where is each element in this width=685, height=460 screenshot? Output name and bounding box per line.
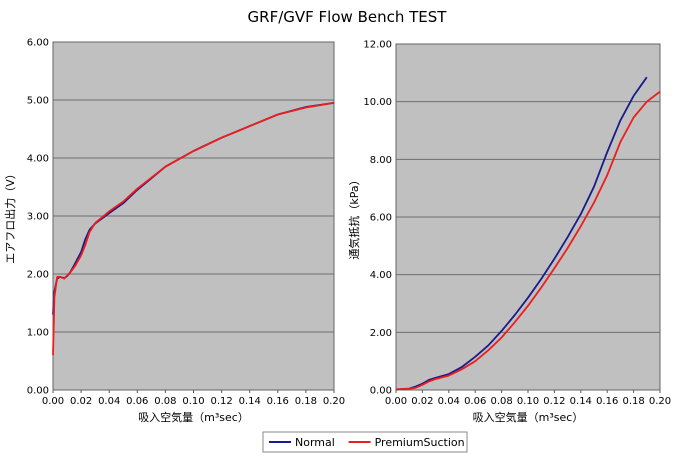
x-tick-label: 0.08 (490, 396, 512, 407)
y-axis-label: エアフロ出力（V） (3, 168, 17, 264)
series-line-premiumsuction (52, 102, 335, 356)
x-tick-label: 0.20 (323, 396, 345, 407)
x-tick-label: 0.14 (239, 396, 261, 407)
x-tick-label: 0.04 (438, 396, 460, 407)
y-tick-label: 4.00 (27, 154, 49, 165)
series-line-premiumsuction (395, 90, 661, 391)
y-tick-label: 2.00 (27, 270, 49, 281)
y-axis-label: 通気抵抗（kPa） (347, 174, 361, 259)
x-tick-label: 0.04 (98, 396, 120, 407)
y-tick-label: 8.00 (370, 155, 392, 166)
y-tick-label: 10.00 (363, 97, 392, 108)
y-tick-label: 5.00 (27, 96, 49, 107)
right-chart-panel: 0.00 2.00 4.00 6.00 8.00 10.00 12.00 0.00 0.02 0.… (347, 40, 671, 425)
legend-label: Normal (295, 436, 335, 449)
x-tick-label: 0.16 (596, 396, 618, 407)
x-tick-label: 0.06 (126, 396, 148, 407)
x-tick-label: 0.16 (267, 396, 289, 407)
x-axis-label: 吸入空気量（m³sec） (473, 410, 584, 424)
x-tick-label: 0.00 (42, 396, 64, 407)
y-tick-label: 0.00 (370, 386, 392, 397)
legend-label: PremiumSuction (375, 436, 465, 449)
x-tick-label: 0.14 (570, 396, 592, 407)
series-line-normal (395, 76, 648, 391)
chart-legend: Normal PremiumSuction (262, 431, 468, 453)
y-tick-label: 12.00 (363, 40, 392, 51)
x-tick-label: 0.08 (154, 396, 176, 407)
y-tick-label: 4.00 (370, 270, 392, 281)
plot-border (52, 41, 335, 391)
x-axis-label: 吸入空気量（m³sec） (138, 410, 249, 424)
x-tick-label: 0.12 (543, 396, 565, 407)
y-tick-label: 6.00 (370, 213, 392, 224)
x-tick-label: 0.18 (295, 396, 317, 407)
x-tick-label: 0.18 (622, 396, 644, 407)
x-tick-label: 0.02 (70, 396, 92, 407)
x-tick-label: 0.12 (210, 396, 232, 407)
x-tick-label: 0.02 (411, 396, 433, 407)
y-tick-label: 3.00 (27, 212, 49, 223)
y-tick-label: 0.00 (27, 386, 49, 397)
x-tick-label: 0.10 (182, 396, 204, 407)
y-tick-label: 1.00 (27, 328, 49, 339)
left-chart-panel: 0.00 1.00 2.00 3.00 4.00 5.00 6.00 0.00 0.02 0.04… (3, 38, 345, 425)
plot-border (395, 43, 661, 391)
x-tick-label: 0.00 (385, 396, 407, 407)
x-tick-label: 0.06 (464, 396, 486, 407)
x-tick-label: 0.10 (517, 396, 539, 407)
y-tick-label: 6.00 (27, 38, 49, 49)
y-tick-label: 2.00 (370, 328, 392, 339)
chart-title: GRF/GVF Flow Bench TEST (248, 8, 448, 26)
x-tick-label: 0.20 (649, 396, 671, 407)
